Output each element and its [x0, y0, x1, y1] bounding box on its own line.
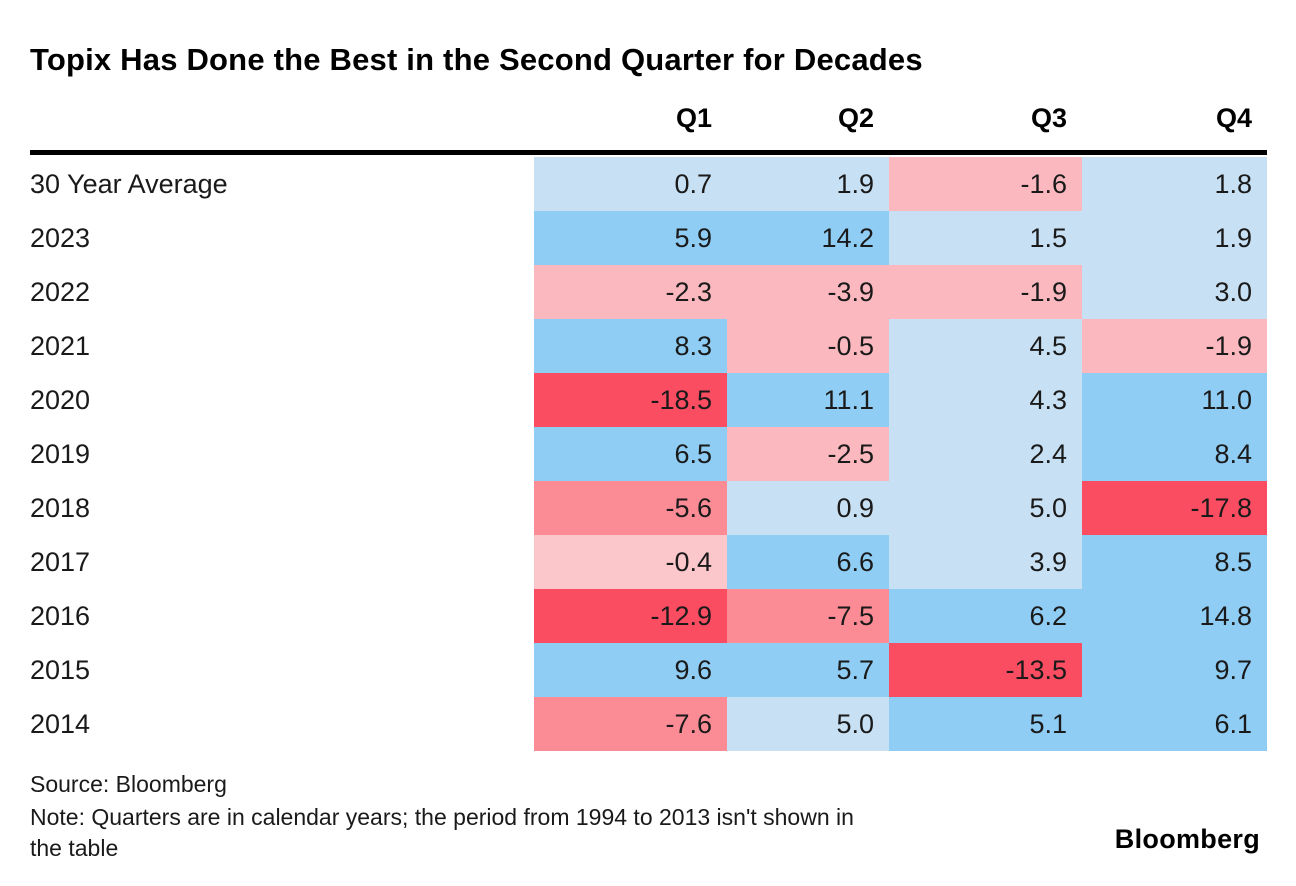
heatmap-cell: 14.8 — [1082, 589, 1267, 643]
heatmap-cell: 5.9 — [534, 211, 727, 265]
heatmap-cell: 1.9 — [1082, 211, 1267, 265]
heatmap-cell: 4.3 — [889, 373, 1082, 427]
heatmap-cell: 6.6 — [727, 535, 889, 589]
heatmap-table: 30 Year Average 0.7 1.9 -1.6 1.8 2023 5.… — [30, 157, 1267, 751]
heatmap-cell: 3.9 — [889, 535, 1082, 589]
heatmap-cell: -0.4 — [534, 535, 727, 589]
chart-title: Topix Has Done the Best in the Second Qu… — [30, 42, 923, 77]
column-header-q4: Q4 — [1215, 103, 1252, 133]
column-header-q2: Q2 — [837, 103, 874, 133]
heatmap-cell: -2.5 — [727, 427, 889, 481]
heatmap-cell: -1.6 — [889, 157, 1082, 211]
heatmap-cell: 1.9 — [727, 157, 889, 211]
row-label: 2020 — [30, 385, 91, 415]
heatmap-cell: 2.4 — [889, 427, 1082, 481]
heatmap-cell: -1.9 — [889, 265, 1082, 319]
heatmap-cell: 11.1 — [727, 373, 889, 427]
table-row: 2019 6.5 -2.5 2.4 8.4 — [30, 427, 1267, 481]
heatmap-cell: -1.9 — [1082, 319, 1267, 373]
table-row: 2021 8.3 -0.5 4.5 -1.9 — [30, 319, 1267, 373]
column-header-q1: Q1 — [675, 103, 712, 133]
heatmap-cell: 0.7 — [534, 157, 727, 211]
heatmap-cell: -18.5 — [534, 373, 727, 427]
table-row: 2017 -0.4 6.6 3.9 8.5 — [30, 535, 1267, 589]
row-label-header — [30, 91, 534, 145]
header-divider-line — [30, 150, 1267, 155]
heatmap-cell: 5.0 — [727, 697, 889, 751]
row-label: 30 Year Average — [30, 169, 228, 199]
heatmap-cell: 11.0 — [1082, 373, 1267, 427]
heatmap-cell: 1.8 — [1082, 157, 1267, 211]
heatmap-cell: -5.6 — [534, 481, 727, 535]
heatmap-cell: -17.8 — [1082, 481, 1267, 535]
heatmap-cell: 4.5 — [889, 319, 1082, 373]
heatmap-cell: -7.5 — [727, 589, 889, 643]
row-label: 2017 — [30, 547, 91, 577]
row-label: 2016 — [30, 601, 91, 631]
column-headers: Q1 Q2 Q3 Q4 — [30, 91, 1267, 145]
heatmap-cell: 6.2 — [889, 589, 1082, 643]
heatmap-cell: 9.7 — [1082, 643, 1267, 697]
row-label: 2015 — [30, 655, 91, 685]
table-row: 2014 -7.6 5.0 5.1 6.1 — [30, 697, 1267, 751]
table-row: 2020 -18.5 11.1 4.3 11.0 — [30, 373, 1267, 427]
heatmap-cell: 9.6 — [534, 643, 727, 697]
heatmap-cell: -7.6 — [534, 697, 727, 751]
table-row: 2015 9.6 5.7 -13.5 9.7 — [30, 643, 1267, 697]
table-row: 2018 -5.6 0.9 5.0 -17.8 — [30, 481, 1267, 535]
heatmap-cell: 1.5 — [889, 211, 1082, 265]
heatmap-cell: -12.9 — [534, 589, 727, 643]
footnote-line-2: the table — [30, 835, 119, 861]
heatmap-cell: -3.9 — [727, 265, 889, 319]
table-row: 30 Year Average 0.7 1.9 -1.6 1.8 — [30, 157, 1267, 211]
heatmap-cell: -0.5 — [727, 319, 889, 373]
heatmap-cell: 8.3 — [534, 319, 727, 373]
table-row: 2023 5.9 14.2 1.5 1.9 — [30, 211, 1267, 265]
heatmap-cell: 5.0 — [889, 481, 1082, 535]
row-label: 2023 — [30, 223, 91, 253]
heatmap-cell: 14.2 — [727, 211, 889, 265]
bloomberg-logo: Bloomberg — [1114, 824, 1260, 854]
row-label: 2021 — [30, 331, 91, 361]
row-label: 2018 — [30, 493, 91, 523]
footnote: Note: Quarters are in calendar years; th… — [30, 802, 854, 864]
heatmap-cell: 5.1 — [889, 697, 1082, 751]
heatmap-cell: -2.3 — [534, 265, 727, 319]
heatmap-cell: 8.4 — [1082, 427, 1267, 481]
heatmap-cell: 3.0 — [1082, 265, 1267, 319]
row-label: 2019 — [30, 439, 91, 469]
heatmap-cell: 6.5 — [534, 427, 727, 481]
heatmap-cell: -13.5 — [889, 643, 1082, 697]
table-row: 2022 -2.3 -3.9 -1.9 3.0 — [30, 265, 1267, 319]
heatmap-cell: 5.7 — [727, 643, 889, 697]
row-label: 2022 — [30, 277, 91, 307]
source-note: Source: Bloomberg — [30, 771, 227, 797]
row-label: 2014 — [30, 709, 91, 739]
column-header-q3: Q3 — [1030, 103, 1067, 133]
footnote-line-1: Note: Quarters are in calendar years; th… — [30, 804, 854, 830]
heatmap-cell: 0.9 — [727, 481, 889, 535]
heatmap-cell: 8.5 — [1082, 535, 1267, 589]
table-row: 2016 -12.9 -7.5 6.2 14.8 — [30, 589, 1267, 643]
heatmap-cell: 6.1 — [1082, 697, 1267, 751]
